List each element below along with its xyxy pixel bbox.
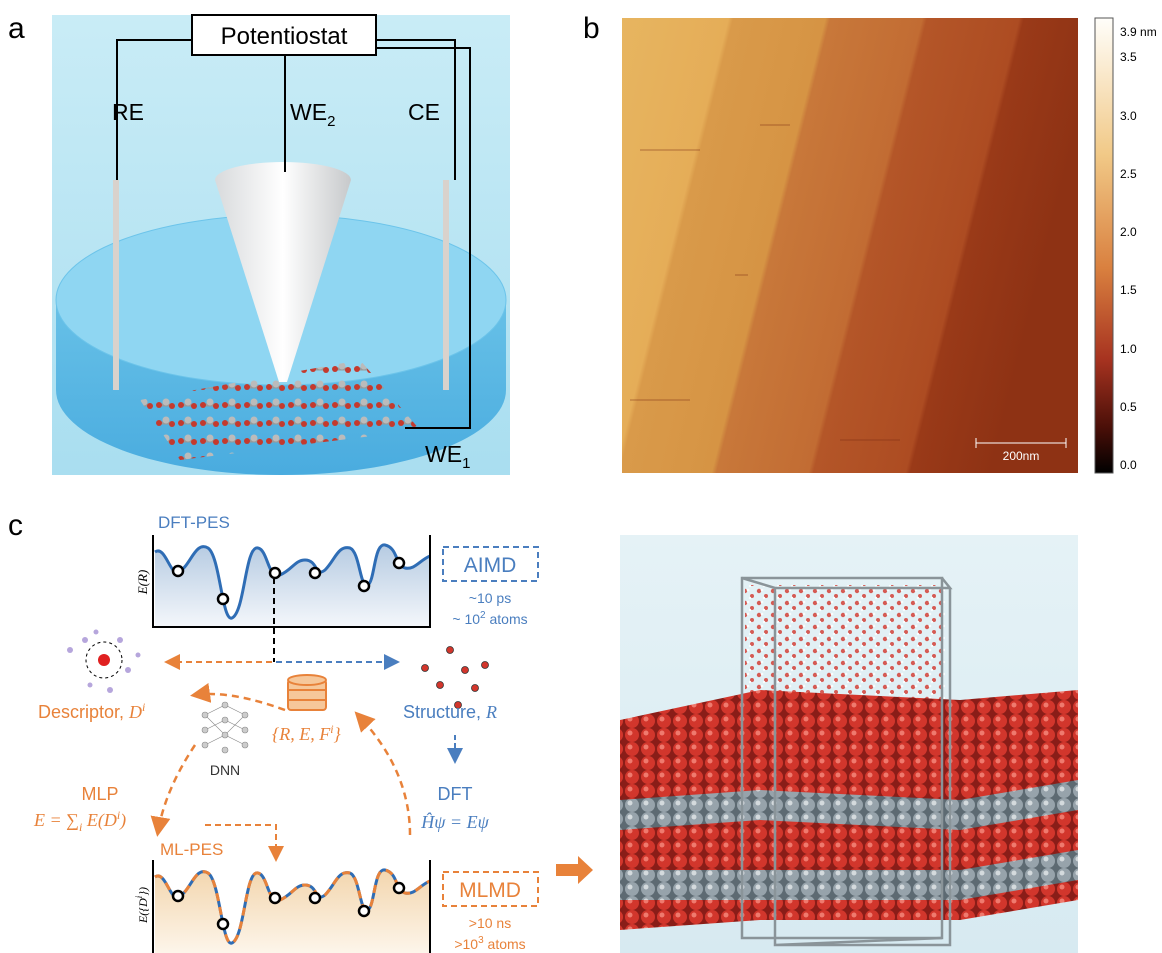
note: >10	[454, 936, 478, 952]
scale-label: 200nm	[1003, 449, 1040, 463]
simulation-image	[620, 535, 1078, 953]
label: WE	[425, 441, 462, 467]
label: Descriptor, Di	[38, 700, 145, 722]
note: >10 ns	[469, 915, 511, 931]
axis-label: E({D	[136, 898, 150, 924]
label: MLP	[81, 784, 118, 804]
label: {R, E, Fi}	[272, 722, 342, 744]
figure: a b c Potentiostat RE WE2 CE WE1 200nm 3…	[0, 0, 1162, 953]
equation: )	[119, 810, 126, 831]
equation: E = ∑i E(Di)	[33, 808, 126, 834]
superscript: i	[142, 700, 145, 714]
arrow	[158, 745, 195, 832]
label: Descriptor,	[38, 702, 129, 722]
note: atoms	[486, 611, 528, 627]
tick-label: 0.0	[1120, 458, 1137, 472]
symbol: D	[128, 702, 142, 722]
tick-label: 3.9 nm	[1120, 25, 1157, 39]
panel-label: c	[8, 509, 23, 542]
label: {R, E, F	[272, 724, 331, 744]
arrow	[195, 694, 285, 710]
panel-b: 200nm 3.9 nm 3.5 3.0 2.5 2.0 1.5 1.0 0.5…	[622, 18, 1157, 473]
panel-label: a	[8, 12, 25, 45]
tick-label: 2.5	[1120, 167, 1137, 181]
box-label: Potentiostat	[221, 23, 348, 50]
database-icon	[288, 675, 326, 710]
axis-label: E({Di})	[134, 887, 150, 924]
subscript: 1	[462, 455, 470, 472]
tick-label: 1.0	[1120, 342, 1137, 356]
arrow	[556, 856, 593, 884]
equation: E(D	[82, 810, 117, 831]
note: ~ 10	[452, 611, 480, 627]
note: atoms	[484, 936, 526, 952]
arrow	[358, 715, 410, 835]
axis-label: (R)	[135, 570, 150, 587]
water-icon	[422, 647, 489, 709]
label: DFT	[438, 784, 473, 804]
colorbar-ticks: 3.9 nm 3.5 3.0 2.5 2.0 1.5 1.0 0.5 0.0	[1120, 25, 1157, 472]
descriptor-icon	[67, 630, 141, 694]
equation: E = ∑	[33, 810, 79, 830]
label: ML-PES	[160, 840, 223, 859]
dnn-icon	[202, 702, 248, 753]
electrode	[443, 180, 449, 390]
panel-c: DFT-PES E(R) AIMD ~10 ps ~ 102 atoms Des…	[33, 513, 1078, 953]
method: MLMD	[459, 879, 521, 902]
subscript: 2	[327, 113, 335, 130]
note: ~ 102 atoms	[452, 610, 527, 627]
panel-label: b	[583, 12, 600, 45]
axis-label: })	[136, 887, 150, 896]
label: WE	[290, 99, 327, 125]
label: Structure,	[403, 702, 486, 722]
equation: Ĥψ = Eψ	[420, 811, 489, 832]
pes-area	[155, 870, 430, 953]
axis-label: E	[135, 586, 150, 595]
label: RE	[112, 99, 144, 125]
tick-label: 1.5	[1120, 283, 1137, 297]
panel-a: Potentiostat RE WE2 CE WE1	[52, 15, 510, 475]
label: Structure, R	[403, 702, 497, 722]
label: CE	[408, 99, 440, 125]
label: DNN	[210, 762, 240, 778]
label: }	[334, 724, 342, 744]
colorbar	[1095, 18, 1113, 473]
symbol: R	[485, 702, 497, 722]
electrode	[113, 180, 119, 390]
method: AIMD	[464, 554, 517, 577]
tick-label: 0.5	[1120, 400, 1137, 414]
note: >103 atoms	[454, 935, 525, 952]
axis-label: E(R)	[135, 570, 150, 596]
tick-label: 2.0	[1120, 225, 1137, 239]
afm-image	[622, 18, 1078, 473]
pes-area	[155, 545, 430, 627]
tick-label: 3.5	[1120, 50, 1137, 64]
tick-label: 3.0	[1120, 109, 1137, 123]
label: DFT-PES	[158, 513, 230, 532]
note: ~10 ps	[469, 590, 511, 606]
